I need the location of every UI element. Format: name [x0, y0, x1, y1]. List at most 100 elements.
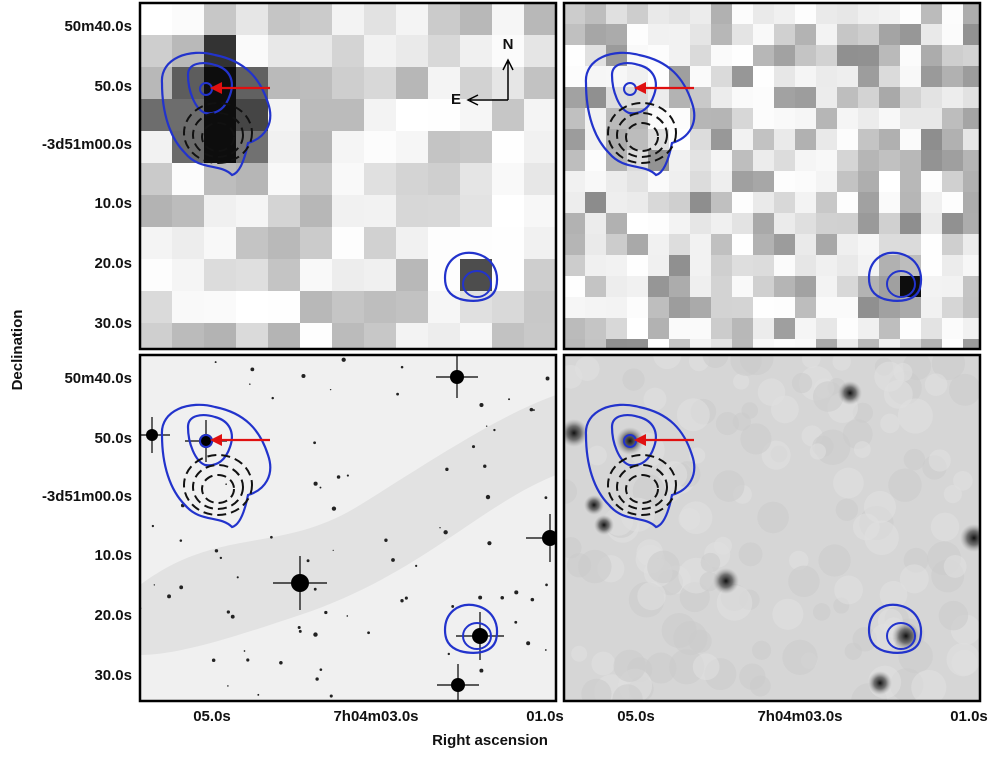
pixel	[921, 66, 942, 87]
pixel	[140, 131, 172, 163]
star	[215, 361, 217, 363]
pixel	[816, 24, 837, 45]
pixel	[396, 227, 428, 259]
pixel	[606, 234, 627, 255]
pixel	[524, 3, 556, 35]
noise	[888, 468, 921, 501]
star	[445, 468, 448, 471]
noise	[834, 575, 863, 604]
pixel	[690, 24, 711, 45]
star	[227, 610, 230, 613]
image	[553, 341, 988, 719]
pixel	[627, 192, 648, 213]
pixel	[648, 255, 669, 276]
pixel	[732, 171, 753, 192]
pixel	[711, 24, 732, 45]
pixel	[858, 24, 879, 45]
pixel	[795, 24, 816, 45]
pixel	[564, 150, 585, 171]
pixel	[837, 234, 858, 255]
pixel	[564, 276, 585, 297]
star	[546, 377, 550, 381]
pixel	[204, 291, 236, 323]
star	[307, 559, 310, 562]
pixel	[732, 129, 753, 150]
pixel	[879, 108, 900, 129]
pixel	[879, 66, 900, 87]
noise	[637, 582, 665, 610]
pixel	[585, 234, 606, 255]
star	[391, 558, 395, 562]
pixel	[606, 3, 627, 24]
pixel	[364, 259, 396, 291]
pixel	[942, 213, 963, 234]
pixel	[690, 129, 711, 150]
pixel	[837, 24, 858, 45]
pixel	[428, 259, 460, 291]
pixel	[564, 318, 585, 339]
pixel	[942, 45, 963, 66]
pixel	[172, 259, 204, 291]
pixel	[711, 276, 732, 297]
star	[443, 530, 447, 534]
pixel	[460, 195, 492, 227]
pixel	[753, 108, 774, 129]
pixel	[332, 3, 364, 35]
noise	[880, 414, 900, 434]
noise	[713, 470, 745, 502]
noise	[750, 676, 771, 697]
star	[154, 584, 155, 585]
noise	[813, 603, 831, 621]
pixel	[627, 213, 648, 234]
noise	[757, 502, 789, 534]
pixel	[837, 213, 858, 234]
pixel	[753, 234, 774, 255]
pixel	[753, 129, 774, 150]
pixel	[753, 24, 774, 45]
pixel	[900, 150, 921, 171]
pixel	[648, 234, 669, 255]
pixel	[942, 24, 963, 45]
star	[514, 621, 517, 624]
star	[333, 550, 334, 551]
pixel	[690, 171, 711, 192]
pixel	[332, 259, 364, 291]
pixel	[837, 255, 858, 276]
pixel	[858, 108, 879, 129]
pixel	[268, 291, 300, 323]
star	[324, 611, 327, 614]
pixel	[858, 150, 879, 171]
pixel	[428, 3, 460, 35]
pixel	[690, 150, 711, 171]
pixel	[564, 234, 585, 255]
source	[584, 495, 604, 515]
star	[451, 605, 454, 608]
pixel	[585, 276, 606, 297]
pixel	[236, 259, 268, 291]
pixel	[564, 255, 585, 276]
pixel	[795, 255, 816, 276]
pixel	[879, 171, 900, 192]
pixel	[364, 35, 396, 67]
noise	[792, 373, 812, 393]
pixel	[669, 213, 690, 234]
pixel	[837, 45, 858, 66]
pixel	[879, 45, 900, 66]
pixel	[396, 259, 428, 291]
pixel	[795, 297, 816, 318]
pixel	[428, 163, 460, 195]
pixel	[753, 3, 774, 24]
pixel	[753, 87, 774, 108]
pixel	[942, 255, 963, 276]
pixel	[300, 163, 332, 195]
noise	[802, 349, 821, 368]
source	[594, 515, 614, 535]
y-tick-label: -3d51m00.0s	[42, 136, 132, 153]
pixel	[140, 291, 172, 323]
pixel	[172, 163, 204, 195]
pixel	[585, 3, 606, 24]
pixel	[942, 129, 963, 150]
pixel	[585, 213, 606, 234]
pixel	[648, 150, 669, 171]
pixel	[900, 171, 921, 192]
